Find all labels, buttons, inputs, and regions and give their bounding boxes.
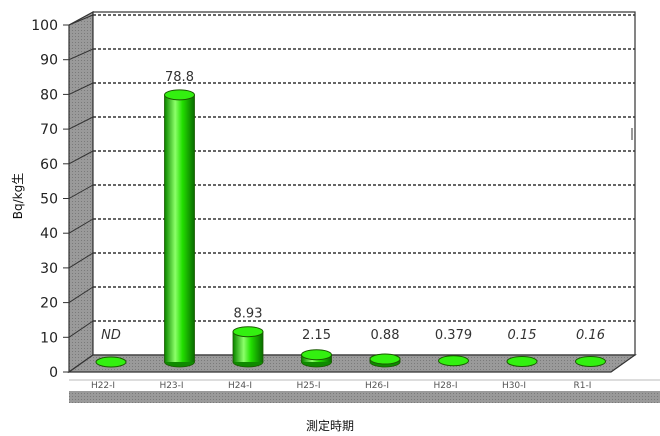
x-tick-label: H24-Ⅰ [228, 381, 252, 391]
y-tick-label: 40 [40, 226, 58, 242]
y-tick-label: 70 [40, 122, 58, 138]
x-tick-label: H30-Ⅰ [502, 381, 526, 391]
y-tick-label: 30 [40, 261, 58, 277]
x-axis-band [69, 391, 660, 403]
data-label: 0.16 [576, 328, 605, 343]
bar-top [369, 353, 401, 365]
bar-top [301, 349, 332, 361]
y-tick-label: 50 [40, 192, 58, 208]
bar-top [575, 355, 606, 367]
gridline-side [68, 184, 94, 199]
y-tick-label: 90 [40, 53, 58, 69]
y-tick-label: 60 [40, 157, 58, 173]
x-tick-label: H25-Ⅰ [296, 381, 320, 391]
data-label: 2.15 [302, 328, 331, 343]
gridline-side [68, 82, 94, 95]
gridline-side [68, 48, 94, 61]
data-label: ND [101, 328, 121, 343]
chart-floor [67, 354, 637, 373]
gridline-side [68, 252, 94, 269]
bar-top [506, 355, 538, 367]
y-tick-label: 0 [49, 365, 58, 381]
y-tick-label: 20 [40, 296, 58, 312]
x-tick-label: H22-Ⅰ [91, 381, 115, 391]
bar-body [165, 94, 194, 363]
x-tick-label: H23-Ⅰ [159, 381, 183, 391]
gridline-side [68, 320, 94, 338]
y-axis: 0 10 20 30 40 50 60 70 80 90 100 [31, 18, 69, 381]
x-tick-label: H26-Ⅰ [365, 381, 389, 391]
bar-top [438, 355, 469, 367]
data-labels: ND 78.8 8.93 2.15 0.88 0.379 0.15 0.16 [101, 70, 605, 343]
data-label: 0.15 [508, 328, 537, 343]
bar-top [164, 89, 195, 101]
gridline-side [68, 116, 94, 130]
bars [95, 89, 606, 368]
y-tick-label: 10 [40, 330, 58, 346]
gridline-side [68, 218, 94, 234]
data-label: 0.379 [435, 328, 472, 343]
x-tick-label: H28-Ⅰ [433, 381, 457, 391]
gridline-side [68, 14, 94, 26]
y-tick-label: 80 [40, 87, 58, 103]
x-axis-label: 測定時期 [306, 418, 354, 433]
gridline-side [68, 150, 94, 165]
data-label: 78.8 [165, 70, 194, 85]
bar-top [232, 326, 264, 338]
gridline-side [68, 286, 94, 304]
y-axis-label: Bq/kg生 [11, 173, 25, 219]
data-label: 0.88 [371, 328, 400, 343]
data-label: 8.93 [234, 307, 263, 322]
bar-top [95, 356, 127, 368]
y-tick-label: 100 [31, 18, 58, 34]
x-tick-label: R1-Ⅰ [574, 381, 592, 391]
x-axis: H22-Ⅰ H23-Ⅰ H24-Ⅰ H25-Ⅰ H26-Ⅰ H28-Ⅰ H30-Ⅰ R1-Ⅰ [91, 381, 592, 391]
